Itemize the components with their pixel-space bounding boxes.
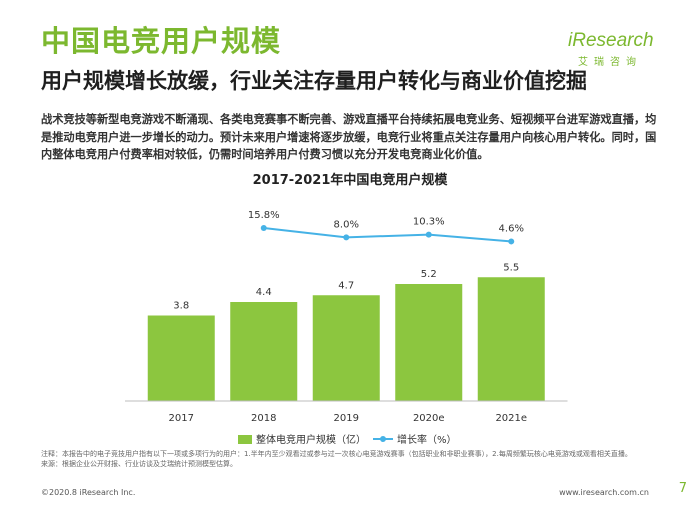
note-text: 注释：本报告中的电子竞技用户指有以下一项或多项行为的用户：1.半年内至少观看过或… xyxy=(41,450,632,458)
bar-2020e xyxy=(395,284,463,401)
bar-2018 xyxy=(230,302,298,401)
x-tick-label: 2021e xyxy=(495,413,527,424)
legend-line-marker xyxy=(380,436,386,442)
bar-2021e xyxy=(477,277,545,401)
growth-value-label: 10.3% xyxy=(413,217,445,228)
growth-point-2018 xyxy=(260,225,267,231)
growth-value-label: 8.0% xyxy=(334,219,359,230)
description-paragraph: 战术竞技等新型电竞游戏不断涌现、各类电竞赛事不断完善、游戏直播平台持续拓展电竞业… xyxy=(41,113,657,161)
bar-value-label: 4.4 xyxy=(256,287,272,298)
growth-point-2019 xyxy=(343,234,350,241)
bar-value-label: 3.8 xyxy=(173,301,189,312)
bar-value-label: 5.2 xyxy=(421,269,437,280)
iresearch-logo: iResearch 艾瑞咨询 xyxy=(568,30,658,70)
x-tick-label: 2017 xyxy=(169,413,194,424)
footer-url: www.iresearch.com.cn xyxy=(559,488,649,497)
growth-point-2021e xyxy=(508,238,515,245)
x-tick-label: 2019 xyxy=(334,413,359,424)
bar-value-label: 5.5 xyxy=(503,262,519,273)
growth-rate-line xyxy=(263,227,512,243)
growth-value-label: 4.6% xyxy=(499,223,524,234)
page-subtitle: 用户规模增长放缓，行业关注存量用户转化与商业价值挖掘 xyxy=(41,69,587,93)
page-number: 7 xyxy=(678,481,687,496)
legend-bar-swatch xyxy=(238,435,252,444)
legend-line-label: 增长率（%） xyxy=(397,433,457,446)
source-text: 来源：根据企业公开财报、行业访谈及艾瑞统计预测模型估算。 xyxy=(41,459,237,468)
legend-bar-label: 整体电竞用户规模（亿） xyxy=(256,433,366,446)
notes-block: 注释：本报告中的电子竞技用户指有以下一项或多项行为的用户：1.半年内至少观看过或… xyxy=(41,450,661,469)
bar-value-label: 4.7 xyxy=(338,280,354,291)
chart-title: 2017-2021年中国电竞用户规模 xyxy=(252,173,448,188)
x-tick-label: 2020e xyxy=(413,413,445,424)
logo-wordmark: iResearch xyxy=(568,30,654,51)
x-tick-label: 2018 xyxy=(251,413,276,424)
copyright: ©2020.8 iResearch Inc. xyxy=(41,488,136,497)
growth-point-2020e xyxy=(425,231,432,238)
growth-value-label: 15.8% xyxy=(248,210,280,221)
logo-subtext: 艾瑞咨询 xyxy=(578,57,642,68)
page-title: 中国电竞用户规模 xyxy=(41,24,282,58)
bar-2017 xyxy=(147,315,215,401)
bar-2019 xyxy=(312,295,380,401)
